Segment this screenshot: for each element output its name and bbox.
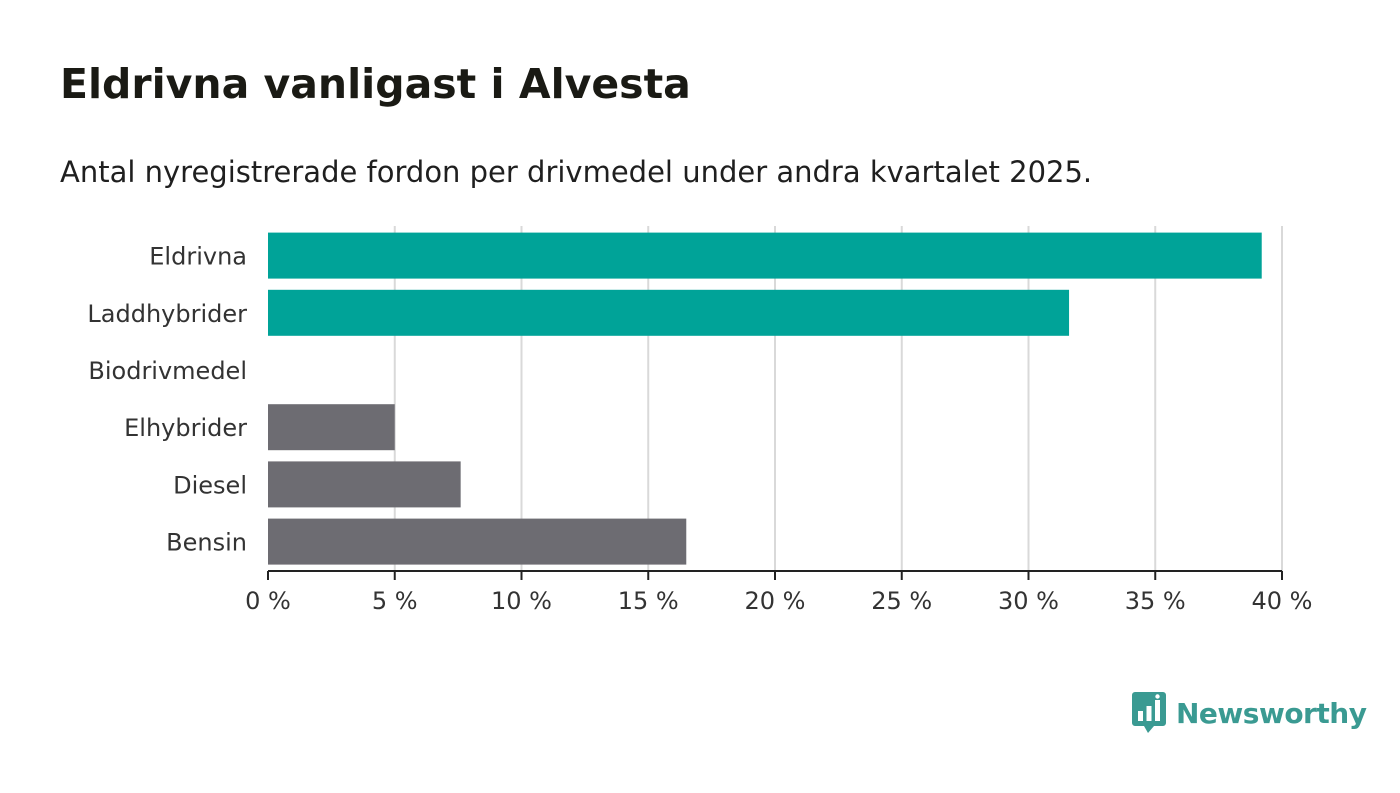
bar: [268, 289, 1070, 336]
x-axis: 0 % 5 % 10 % 15 % 20 % 25 % 30 % 35 % 40 %: [245, 570, 1313, 615]
bar: [268, 461, 461, 508]
category-label: Eldrivna: [149, 243, 247, 271]
bar-chart-speech-bubble-icon: [1132, 692, 1166, 733]
x-tick-label: 30 %: [998, 587, 1059, 615]
newsworthy-logo: Newsworthy: [1132, 692, 1367, 734]
bar: [268, 518, 687, 565]
x-tick-label: 0 %: [245, 587, 291, 615]
bar: [268, 404, 395, 451]
chart-subtitle: Antal nyregistrerade fordon per drivmede…: [60, 155, 1093, 189]
x-tick-label: 10 %: [491, 587, 552, 615]
chart-title: Eldrivna vanligast i Alvesta: [60, 60, 691, 108]
brand-name: Newsworthy: [1176, 696, 1367, 730]
category-labels: Eldrivna Laddhybrider Biodrivmedel Elhybrid…: [87, 243, 247, 557]
category-label: Bensin: [166, 529, 247, 557]
bars: [268, 232, 1262, 565]
category-label: Diesel: [173, 471, 247, 499]
category-label: Biodrivmedel: [88, 357, 247, 385]
grid-lines: [393, 226, 1283, 571]
category-label: Laddhybrider: [87, 300, 247, 328]
x-tick-label: 15 %: [618, 587, 679, 615]
x-tick-label: 40 %: [1252, 587, 1313, 615]
bar: [268, 232, 1262, 279]
x-tick-label: 25 %: [871, 587, 932, 615]
category-label: Elhybrider: [124, 414, 247, 442]
x-tick-label: 5 %: [372, 587, 418, 615]
x-tick-label: 20 %: [745, 587, 806, 615]
x-tick-label: 35 %: [1125, 587, 1186, 615]
